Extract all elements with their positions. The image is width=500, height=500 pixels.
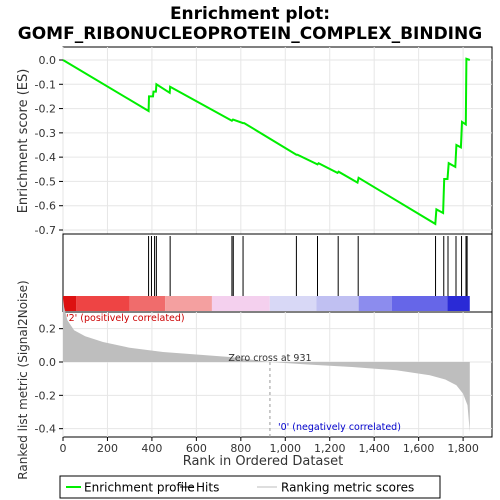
rank-color-bar	[63, 296, 470, 311]
ranking-y-ticks: 0.2 0.0 -0.2 -0.4	[35, 323, 63, 436]
positive-correlation-label: '2' (positively correlated)	[66, 313, 185, 324]
x-axis-ticks: 0 200 400 600 800 1,000 1,200 1,400 1,600 1,800	[60, 437, 479, 455]
legend-label: Hits	[196, 481, 219, 495]
es-ytick-label: -0.1	[35, 78, 56, 91]
negative-correlation-label: '0' (negatively correlated)	[278, 422, 401, 433]
color-bar-segment	[165, 296, 212, 311]
color-bar-segment	[130, 296, 166, 311]
x-tick-label: 200	[97, 442, 118, 455]
x-tick-label: 400	[141, 442, 162, 455]
es-y-axis-label: Enrichment score (ES)	[16, 69, 31, 214]
legend-label: Ranking metric scores	[281, 481, 414, 495]
ranking-ytick-label: 0.2	[39, 323, 57, 336]
x-tick-label: 1,600	[403, 442, 435, 455]
es-ytick-label: -0.4	[35, 151, 56, 164]
es-y-ticks: 0.0 -0.1 -0.2 -0.3 -0.4 -0.5 -0.6 -0.7	[35, 54, 63, 237]
es-ytick-label: 0.0	[39, 54, 57, 67]
es-ytick-label: -0.5	[35, 175, 56, 188]
color-bar-segment	[448, 296, 470, 311]
ranking-ytick-label: -0.4	[35, 423, 56, 436]
es-ytick-label: -0.7	[35, 224, 56, 237]
color-bar-segment	[76, 296, 129, 311]
legend-label: Enrichment profile	[84, 481, 195, 495]
x-tick-label: 1,400	[358, 442, 390, 455]
color-bar-segment	[63, 296, 76, 311]
chart-title-line1: Enrichment plot:	[170, 4, 330, 24]
x-tick-label: 0	[60, 442, 67, 455]
color-bar-segment	[316, 296, 358, 311]
chart-title-line2: GOMF_RIBONUCLEOPROTEIN_COMPLEX_BINDING	[18, 24, 482, 44]
color-bar-segment	[359, 296, 392, 311]
color-bar-segment	[212, 296, 270, 311]
es-ytick-label: -0.2	[35, 103, 56, 116]
x-axis-label: Rank in Ordered Dataset	[183, 454, 344, 469]
es-ytick-label: -0.6	[35, 200, 56, 213]
color-bar-segment	[270, 296, 317, 311]
zero-cross-label: Zero cross at 931	[228, 353, 311, 364]
x-tick-label: 1,800	[447, 442, 479, 455]
es-ytick-label: -0.3	[35, 127, 56, 140]
ranking-y-axis-label: Ranked list metric (Signal2Noise)	[16, 280, 30, 479]
ranking-ytick-label: 0.0	[39, 356, 57, 369]
ranking-ytick-label: -0.2	[35, 389, 56, 402]
color-bar-segment	[392, 296, 448, 311]
